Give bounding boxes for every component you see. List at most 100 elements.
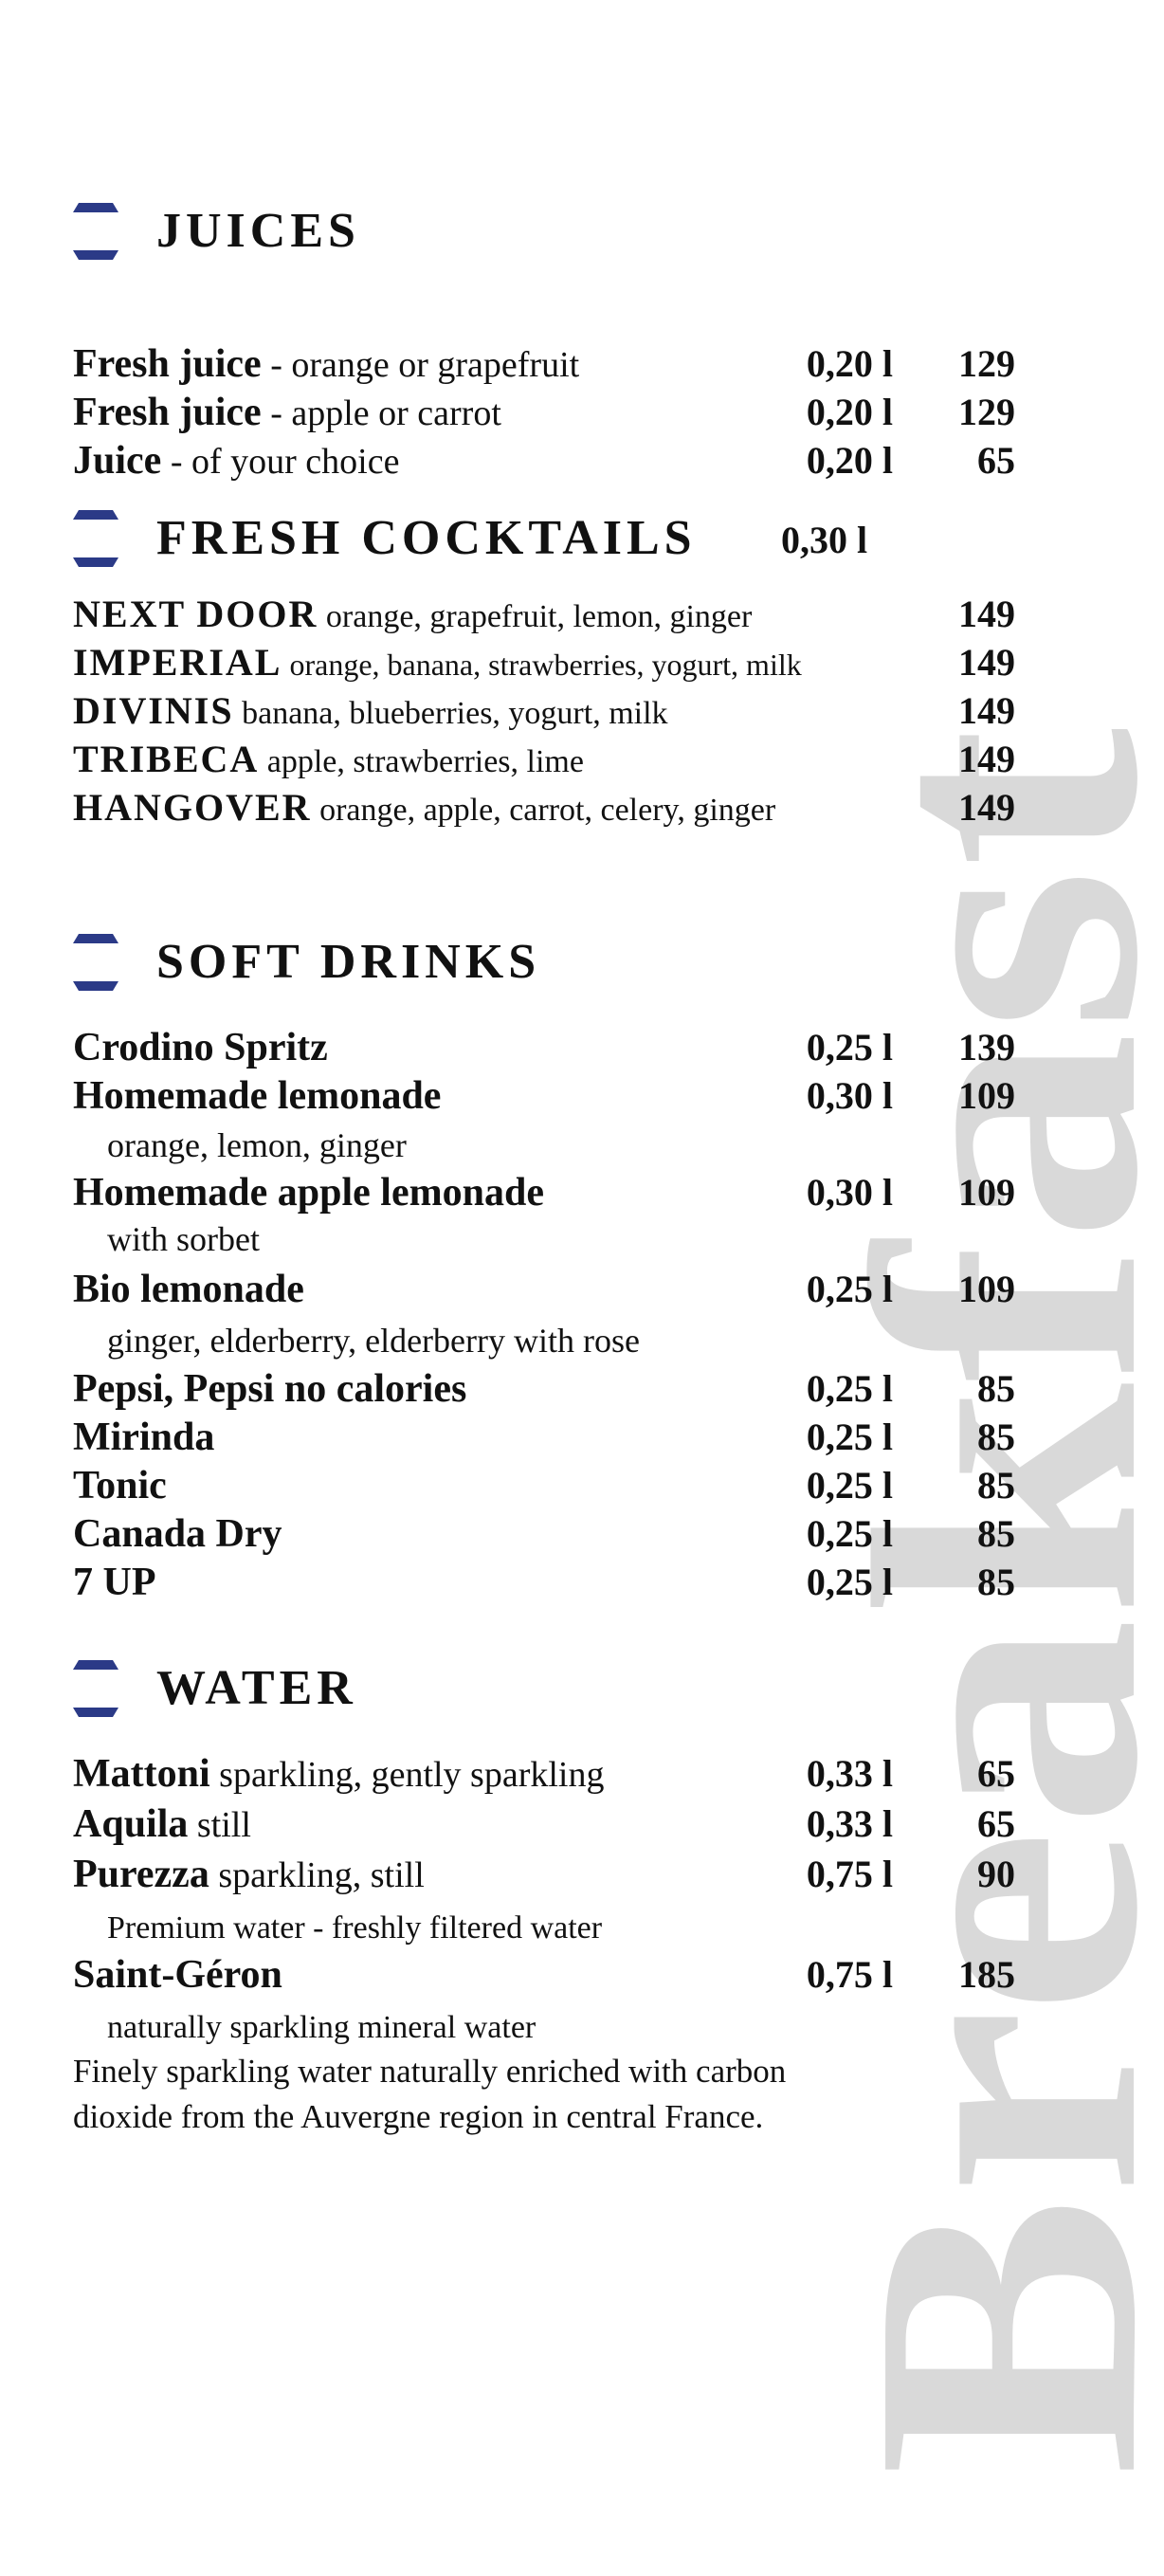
item-name: NEXT DOOR (73, 593, 318, 635)
item-price: 65 (977, 1752, 1015, 1795)
item-price: 185 (958, 1953, 1015, 1996)
item-price: 65 (977, 439, 1015, 482)
item-name: 7 UP (73, 1561, 156, 1604)
section-marker-icon (73, 1660, 118, 1717)
item-name: Aquila (73, 1802, 189, 1846)
menu-item: IMPERIAL orange, banana, strawberries, y… (73, 639, 1015, 686)
item-description: orange, apple, carrot, celery, ginger (311, 793, 776, 828)
item-name: Mattoni (73, 1752, 210, 1796)
item-volume: 0,75 l (806, 1853, 893, 1895)
item-name: Bio lemonade (73, 1268, 304, 1311)
item-subtitle: Premium water - freshly filtered water (107, 1910, 603, 1946)
menu-item: Homemade lemonade 0,30 l 109 (73, 1072, 1015, 1120)
item-subtitle: ginger, elderberry, elderberry with rose (107, 1322, 640, 1360)
menu-item: Fresh juice - apple or carrot 0,20 l 129 (73, 389, 1015, 436)
section-volume: 0,30 l (781, 519, 868, 561)
menu-item: Homemade apple lemonade 0,30 l 109 (73, 1169, 1015, 1216)
item-name: Fresh juice (73, 342, 262, 386)
item-name: Homemade apple lemonade (73, 1171, 544, 1215)
water-note-line: dioxide from the Auvergne region in cent… (73, 2098, 764, 2135)
menu-item: DIVINIS banana, blueberries, yogurt, mil… (73, 687, 1015, 735)
item-name: Mirinda (73, 1416, 215, 1459)
item-price: 149 (958, 689, 1015, 732)
item-price: 85 (977, 1367, 1015, 1410)
item-price: 85 (977, 1561, 1015, 1603)
item-name: Fresh juice (73, 391, 262, 434)
item-price: 149 (958, 786, 1015, 829)
item-price: 129 (958, 391, 1015, 433)
item-name: Saint-Géron (73, 1953, 282, 1997)
menu-item: Mirinda 0,25 l 85 (73, 1414, 1015, 1461)
item-name: Tonic (73, 1464, 167, 1507)
menu-item: Tonic 0,25 l 85 (73, 1462, 1015, 1509)
item-price: 90 (977, 1853, 1015, 1895)
item-price: 149 (958, 738, 1015, 780)
menu-item: Bio lemonade 0,25 l 109 (73, 1266, 1015, 1313)
item-name: DIVINIS (73, 689, 234, 732)
menu-item: Purezza sparkling, still 0,75 l 90 (73, 1851, 1015, 1898)
item-volume: 0,75 l (806, 1953, 893, 1996)
menu-item: Fresh juice - orange or grapefruit 0,20 l… (73, 340, 1015, 388)
item-description: - orange or grapefruit (261, 345, 580, 385)
section-marker-icon (73, 203, 118, 260)
item-volume: 0,20 l (806, 439, 893, 482)
menu-item: Aquila still 0,33 l 65 (73, 1800, 1015, 1848)
water-note-line: Finely sparkling water naturally enriche… (73, 2053, 787, 2090)
menu-item: Canada Dry 0,25 l 85 (73, 1510, 1015, 1558)
item-volume: 0,20 l (806, 391, 893, 433)
item-description: still (188, 1805, 251, 1845)
item-description: orange, grapefruit, lemon, ginger (318, 599, 753, 634)
item-subtitle: naturally sparkling mineral water (107, 2010, 537, 2045)
item-price: 85 (977, 1416, 1015, 1458)
item-description: sparkling, gently sparkling (209, 1755, 605, 1795)
item-price: 65 (977, 1802, 1015, 1845)
item-price: 129 (958, 342, 1015, 385)
menu-item: Pepsi, Pepsi no calories 0,25 l 85 (73, 1365, 1015, 1413)
item-price: 139 (958, 1026, 1015, 1069)
menu-item: Juice - of your choice 0,20 l 65 (73, 437, 1015, 484)
item-volume: 0,30 l (806, 1171, 893, 1214)
menu-item: Mattoni sparkling, gently sparkling 0,33 … (73, 1750, 1015, 1798)
section-marker-icon (73, 934, 118, 991)
item-volume: 0,30 l (806, 1074, 893, 1117)
section-title: JUICES (156, 204, 360, 258)
item-volume: 0,33 l (806, 1752, 893, 1795)
item-subtitle: with sorbet (107, 1220, 260, 1258)
item-volume: 0,25 l (806, 1268, 893, 1310)
item-name: Juice (73, 439, 162, 483)
item-price: 109 (958, 1171, 1015, 1214)
item-description: sparkling, still (209, 1855, 425, 1895)
item-description: banana, blueberries, yogurt, milk (233, 696, 668, 731)
item-volume: 0,25 l (806, 1464, 893, 1507)
item-description: orange, banana, strawberries, yogurt, mi… (282, 648, 802, 682)
section-title: WATER (156, 1661, 357, 1715)
item-name: Canada Dry (73, 1512, 282, 1556)
section-marker-icon (73, 510, 118, 567)
item-name: Purezza (73, 1853, 209, 1896)
item-description: - apple or carrot (261, 393, 501, 433)
item-price: 85 (977, 1512, 1015, 1555)
item-price: 109 (958, 1074, 1015, 1117)
item-volume: 0,25 l (806, 1512, 893, 1555)
menu-item: Saint-Géron 0,75 l 185 (73, 1951, 1015, 1999)
section-title: SOFT DRINKS (156, 935, 541, 989)
item-description: - of your choice (161, 442, 400, 482)
item-volume: 0,25 l (806, 1561, 893, 1603)
item-description: apple, strawberries, lime (259, 744, 584, 779)
menu-item: HANGOVER orange, apple, carrot, celery, … (73, 784, 1015, 831)
item-name: TRIBECA (73, 738, 260, 780)
item-volume: 0,25 l (806, 1367, 893, 1410)
menu-item: 7 UP 0,25 l 85 (73, 1559, 1015, 1606)
item-name: Crodino Spritz (73, 1026, 328, 1069)
item-name: Homemade lemonade (73, 1074, 442, 1118)
item-price: 85 (977, 1464, 1015, 1507)
item-name: IMPERIAL (73, 641, 282, 684)
menu-item: Crodino Spritz 0,25 l 139 (73, 1024, 1015, 1071)
item-price: 109 (958, 1268, 1015, 1310)
item-name: Pepsi, Pepsi no calories (73, 1367, 467, 1411)
item-volume: 0,25 l (806, 1416, 893, 1458)
item-name: HANGOVER (73, 786, 312, 829)
menu-item: NEXT DOOR orange, grapefruit, lemon, gin… (73, 591, 1015, 638)
menu-item: TRIBECA apple, strawberries, lime 149 (73, 736, 1015, 783)
